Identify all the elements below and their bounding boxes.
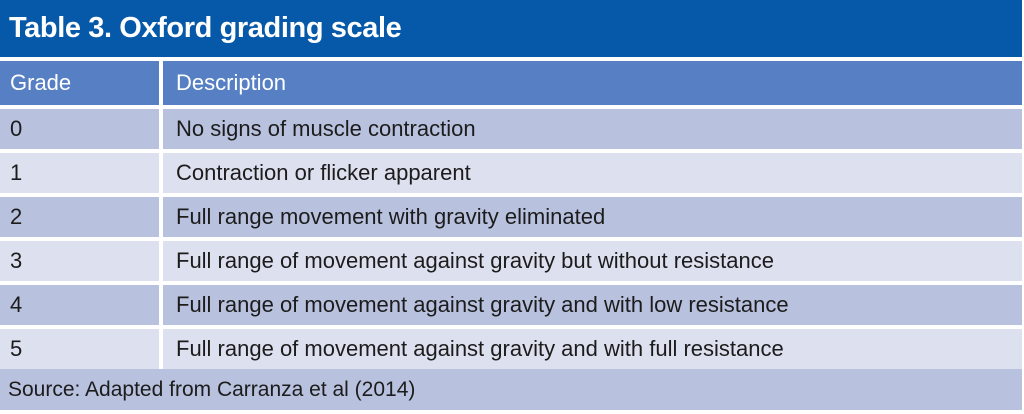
grade-cell: 3 bbox=[0, 241, 163, 281]
table-row: 1 Contraction or flicker apparent bbox=[0, 153, 1022, 193]
grade-cell: 2 bbox=[0, 197, 163, 237]
description-cell: No signs of muscle contraction bbox=[163, 109, 1022, 149]
description-cell: Full range of movement against gravity a… bbox=[163, 329, 1022, 369]
table-header-row: Grade Description bbox=[0, 61, 1022, 105]
description-cell: Full range of movement against gravity b… bbox=[163, 241, 1022, 281]
description-cell: Full range movement with gravity elimina… bbox=[163, 197, 1022, 237]
grade-cell: 1 bbox=[0, 153, 163, 193]
grade-cell: 0 bbox=[0, 109, 163, 149]
table-title: Table 3. Oxford grading scale bbox=[9, 12, 402, 44]
column-header-description: Description bbox=[163, 61, 1022, 105]
source-note: Source: Adapted from Carranza et al (201… bbox=[8, 377, 416, 401]
column-header-grade: Grade bbox=[0, 61, 163, 105]
table-row: 3 Full range of movement against gravity… bbox=[0, 241, 1022, 281]
description-cell: Contraction or flicker apparent bbox=[163, 153, 1022, 193]
grade-cell: 4 bbox=[0, 285, 163, 325]
table-row: 0 No signs of muscle contraction bbox=[0, 109, 1022, 149]
table-row: 4 Full range of movement against gravity… bbox=[0, 285, 1022, 325]
table-body: 0 No signs of muscle contraction 1 Contr… bbox=[0, 109, 1022, 369]
table-source-row: Source: Adapted from Carranza et al (201… bbox=[0, 369, 1022, 410]
description-cell: Full range of movement against gravity a… bbox=[163, 285, 1022, 325]
table-title-bar: Table 3. Oxford grading scale bbox=[0, 0, 1022, 57]
table-row: 5 Full range of movement against gravity… bbox=[0, 329, 1022, 369]
table-row: 2 Full range movement with gravity elimi… bbox=[0, 197, 1022, 237]
grade-cell: 5 bbox=[0, 329, 163, 369]
